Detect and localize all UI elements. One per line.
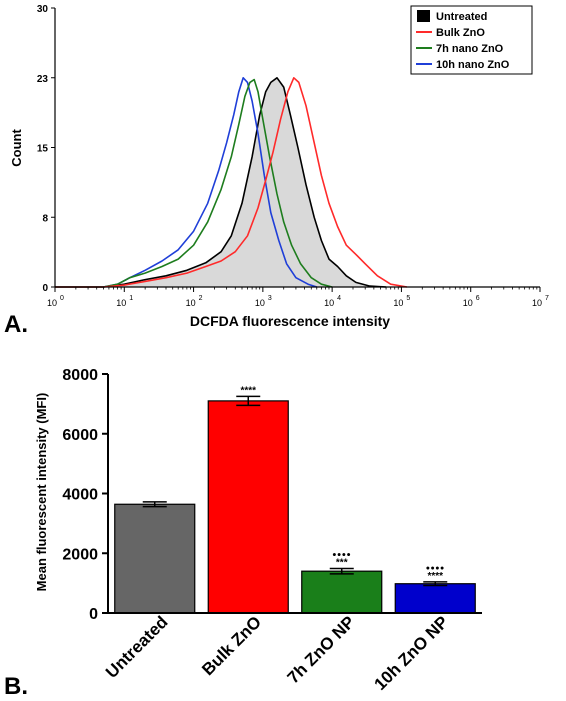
bar-y-tick-label: 0 [89,606,98,623]
hist-x-tick-label: 10 [532,298,542,308]
bar-y-axis-label: Mean fluorescent intensity (MFI) [34,393,49,592]
panel-label-a: A. [4,311,28,338]
hist-x-tick-exponent: 0 [60,295,64,302]
legend-label-untreated: Untreated [436,11,487,23]
significance-label-10h-zno-np: ●●●● [426,565,445,572]
significance-label-bulk-zno: **** [240,385,256,396]
hist-x-tick-label: 10 [186,298,196,308]
hist-legend: Untreated Bulk ZnO 7h nano ZnO 10h nano … [410,5,533,75]
hist-x-ticks: 10 0 10 1 10 2 10 3 10 4 10 5 10 6 10 7 [47,287,549,308]
bar-category-label-10h-zno-np: 10h ZnO NP [371,612,453,694]
series-fill-untreated [55,77,387,287]
hist-y-tick-label: 15 [37,144,49,155]
hist-x-tick-label: 10 [463,298,473,308]
series-line-untreated [55,77,387,288]
hist-y-ticks: 0 8 15 23 30 [37,4,55,294]
hist-y-tick-label: 30 [37,4,49,15]
hist-x-tick-exponent: 3 [268,295,272,302]
hist-x-tick-exponent: 6 [476,295,480,302]
legend-swatch-untreated [417,10,430,22]
legend-item-bulk-zno: Bulk ZnO [416,27,485,39]
series-line-bulk-zno [55,77,408,288]
hist-x-tick-label: 10 [47,298,57,308]
bar-y-tick-label: 6000 [62,427,98,444]
hist-x-tick-label: 10 [255,298,265,308]
legend-item-10h-nano-zno: 10h nano ZnO [416,59,510,71]
significance-label-7h-zno-np: *** [336,557,348,568]
series-line-10h-nano-zno [55,77,318,288]
bar-10h-zno-np [394,583,476,614]
bar-category-label-bulk-zno: Bulk ZnO [198,612,265,679]
series-line-7h-nano-zno [55,78,333,288]
bar-x-labels: Untreated Bulk ZnO 7h ZnO NP 10h ZnO NP [102,612,452,694]
hist-y-axis-label: Count [9,129,24,167]
panel-label-b: B. [4,673,28,700]
legend-label-7h-nano-zno: 7h nano ZnO [436,43,504,55]
legend-item-untreated: Untreated [417,10,487,23]
hist-x-tick-exponent: 5 [406,295,410,302]
bar-y-tick-label: 4000 [62,487,98,504]
hist-y-tick-label: 23 [37,74,49,85]
hist-x-tick-exponent: 4 [337,295,341,302]
bar-untreated [114,503,196,614]
bar-bulk-zno [207,400,289,614]
hist-y-tick-label: 8 [42,213,48,224]
legend-label-10h-nano-zno: 10h nano ZnO [436,59,510,71]
significance-label-10h-zno-np: **** [427,571,443,582]
bar-7h-zno-np [301,570,383,614]
hist-y-tick-label: 0 [42,283,48,294]
hist-x-tick-exponent: 2 [199,295,203,302]
histogram-curves [55,77,408,288]
bar-y-ticks: 0 2000 4000 6000 8000 [62,367,108,623]
hist-x-tick-exponent: 7 [545,295,549,302]
bar-category-label-untreated: Untreated [102,612,172,682]
significance-label-7h-zno-np: ●●●● [332,551,351,558]
hist-x-tick-label: 10 [116,298,126,308]
bar-y-tick-label: 2000 [62,546,98,563]
bar-category-label-7h-zno-np: 7h ZnO NP [284,612,359,687]
legend-label-bulk-zno: Bulk ZnO [436,27,485,39]
hist-x-tick-label: 10 [324,298,334,308]
bar-marks: ****●●●●*** ●●●●**** [114,385,476,614]
bar-y-tick-label: 8000 [62,367,98,384]
legend-item-7h-nano-zno: 7h nano ZnO [416,43,504,55]
hist-x-tick-exponent: 1 [129,295,133,302]
hist-x-tick-label: 10 [393,298,403,308]
hist-x-axis-label: DCFDA fluorescence intensity [190,313,390,329]
